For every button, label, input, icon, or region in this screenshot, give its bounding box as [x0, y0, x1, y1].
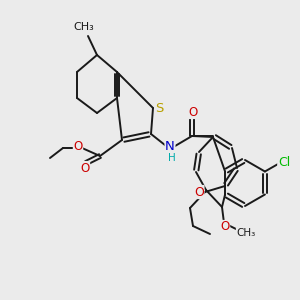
Text: O: O [220, 220, 230, 233]
Text: O: O [194, 185, 204, 199]
Text: Cl: Cl [278, 156, 290, 169]
Text: CH₃: CH₃ [74, 22, 94, 32]
Text: S: S [155, 101, 163, 115]
Text: N: N [165, 140, 175, 154]
Text: O: O [74, 140, 82, 154]
Text: O: O [188, 106, 198, 118]
Text: H: H [168, 153, 176, 163]
Text: CH₃: CH₃ [236, 228, 256, 238]
Text: O: O [80, 161, 90, 175]
